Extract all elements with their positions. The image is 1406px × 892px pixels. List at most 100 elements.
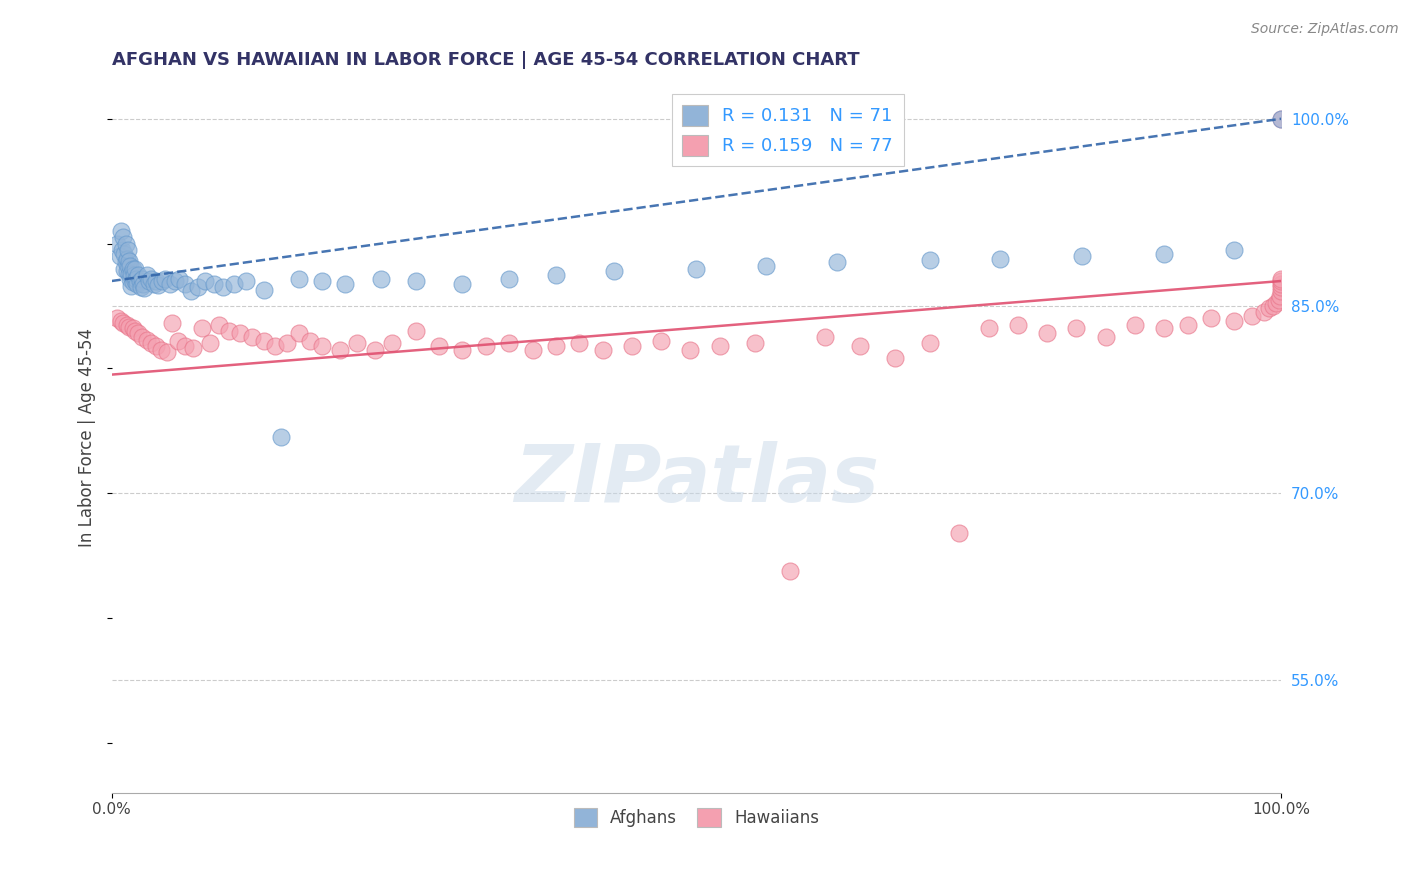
Point [110,224,132,238]
Point [183,342,205,356]
Point [118,267,141,281]
Point [920,336,942,351]
Point [135,268,157,282]
Point [121,275,143,289]
Point [1071,249,1094,263]
Point [155,271,177,285]
Point [131,271,153,285]
Point [1123,318,1146,332]
Point [120,259,142,273]
Point [270,430,292,444]
Point [370,271,392,285]
Point [155,345,177,359]
Point [814,330,837,344]
Point [115,318,138,332]
Point [920,252,942,267]
Point [162,317,184,331]
Point [544,268,567,282]
Point [115,264,138,278]
Point [124,261,146,276]
Point [117,259,139,273]
Point [110,314,132,328]
Point [335,277,357,291]
Point [112,261,135,276]
Point [118,320,141,334]
Point [1270,277,1292,291]
Point [138,274,160,288]
Point [218,324,240,338]
Point [522,343,544,357]
Point [112,246,135,260]
Point [135,333,157,347]
Point [544,339,567,353]
Point [405,324,427,338]
Point [744,336,766,351]
Point [346,336,368,351]
Point [1153,321,1175,335]
Text: ZIPatlas: ZIPatlas [513,441,879,518]
Point [1223,243,1246,257]
Point [129,280,152,294]
Point [264,339,287,353]
Point [849,339,872,353]
Point [112,317,135,331]
Point [120,279,142,293]
Point [592,343,614,357]
Point [121,321,143,335]
Point [363,343,385,357]
Point [884,351,907,366]
Point [211,280,233,294]
Point [755,259,778,273]
Point [1270,284,1292,298]
Point [115,252,138,266]
Point [1036,326,1059,341]
Point [451,277,474,291]
Point [685,261,707,276]
Point [235,274,257,288]
Point [621,339,644,353]
Point [498,336,520,351]
Point [174,277,197,291]
Point [1268,289,1291,303]
Point [127,326,149,341]
Point [167,334,190,348]
Point [709,339,731,353]
Point [111,243,134,257]
Point [381,336,404,351]
Point [125,271,148,285]
Point [124,274,146,288]
Point [603,264,626,278]
Point [194,274,217,288]
Point [120,267,142,281]
Point [180,284,202,298]
Point [475,339,498,353]
Point [127,277,149,291]
Point [329,343,352,357]
Legend: Afghans, Hawaiians: Afghans, Hawaiians [567,802,825,834]
Point [187,280,209,294]
Text: AFGHAN VS HAWAIIAN IN LABOR FORCE | AGE 45-54 CORRELATION CHART: AFGHAN VS HAWAIIAN IN LABOR FORCE | AGE … [111,51,859,69]
Point [276,336,298,351]
Point [108,249,131,263]
Point [159,277,181,291]
Point [1268,293,1291,307]
Point [287,271,309,285]
Point [141,271,163,285]
Point [1007,318,1029,332]
Point [650,334,672,348]
Point [287,326,309,341]
Point [169,271,191,285]
Point [679,343,702,357]
Point [299,334,322,348]
Point [124,324,146,338]
Point [105,236,128,251]
Point [131,330,153,344]
Point [1177,318,1199,332]
Point [1270,280,1292,294]
Point [190,321,212,335]
Point [229,326,252,341]
Point [427,339,450,353]
Point [1265,296,1288,310]
Point [198,336,221,351]
Point [990,252,1012,266]
